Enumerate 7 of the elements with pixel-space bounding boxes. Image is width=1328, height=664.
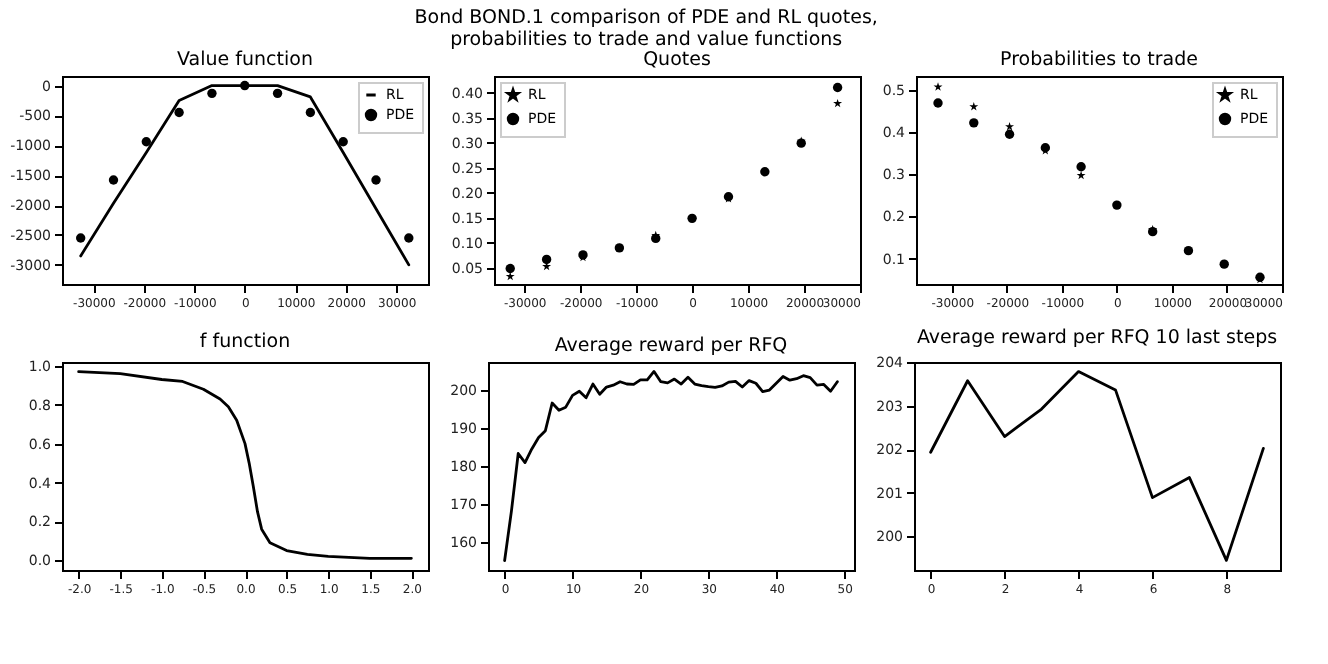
chart-title: Value function bbox=[177, 49, 313, 71]
chart-title: Bond BOND.1 comparison of PDE and RL quotes, probabilities to trade and value functions bbox=[414, 7, 878, 51]
chart-title: Average reward per RFQ bbox=[554, 335, 788, 357]
chart-subtitle: Quotes bbox=[643, 49, 711, 71]
chart-title: Probabilities to trade bbox=[1000, 49, 1199, 71]
chart-title: f function bbox=[199, 330, 291, 353]
chart-title: Average reward per RFQ 10 last steps bbox=[916, 327, 1278, 349]
